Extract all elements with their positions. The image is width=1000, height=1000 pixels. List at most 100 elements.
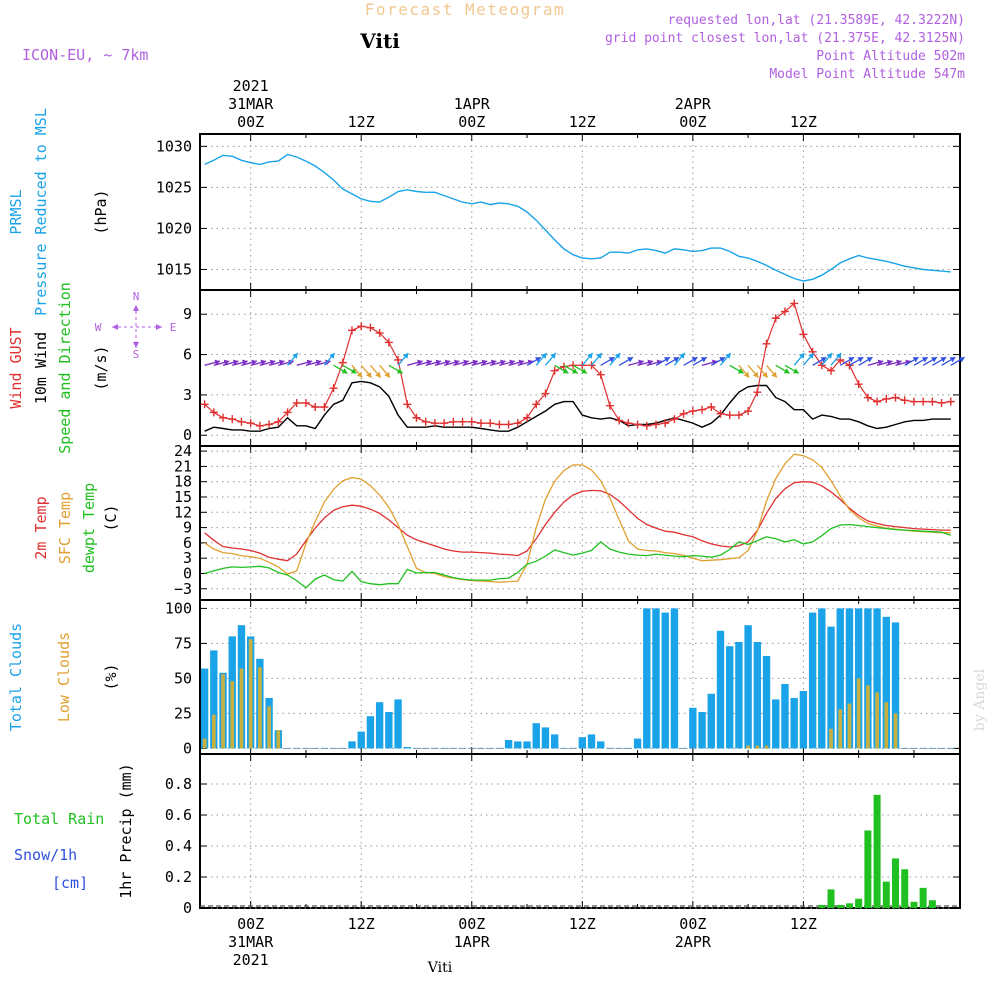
wind-direction-arrow <box>876 359 893 366</box>
wind-gust-marker <box>762 339 771 348</box>
wind-direction-arrow <box>600 356 615 366</box>
wind-direction-arrow <box>655 356 671 366</box>
y-tick-label: 6 <box>183 534 192 552</box>
rain-bar <box>827 889 835 908</box>
time-label-bottom: 1APR <box>454 933 491 951</box>
wind-direction-arrow <box>766 364 778 378</box>
wind-gust-marker <box>421 417 430 426</box>
wind-arrow-head <box>949 357 956 363</box>
time-label-top: 1APR <box>454 95 491 113</box>
wind-direction-arrow <box>867 359 884 366</box>
wind-gust-marker <box>467 417 476 426</box>
wind-arrow-head <box>292 353 298 359</box>
wind-direction-arrow <box>388 364 404 374</box>
model-altitude: Model Point Altitude 547m <box>769 67 965 82</box>
low-cloud-bar <box>829 728 833 749</box>
total-cloud-bar <box>726 646 734 749</box>
wind-arrow-head <box>581 368 587 374</box>
wind-speed-line <box>204 380 951 432</box>
wind-arrow-head <box>350 368 357 374</box>
wind-direction-arrow <box>342 364 357 374</box>
wind-arrow-head <box>426 359 432 366</box>
time-label-bottom: 12Z <box>348 915 375 933</box>
wind-arrow-head <box>762 371 768 378</box>
wind-arrow-head <box>725 353 731 359</box>
wind-gust-marker <box>873 397 882 406</box>
wind-gust-marker <box>882 394 891 403</box>
rain-bar <box>910 901 918 908</box>
wind-arrow-head <box>608 357 615 363</box>
wind-gust-marker <box>633 420 642 429</box>
time-label-bottom: 2021 <box>233 951 269 969</box>
low-cloud-bar <box>755 745 760 749</box>
rain-bar <box>864 830 872 908</box>
pressure-label: PRMSL <box>7 189 25 234</box>
y-tick-label: 1030 <box>156 137 192 155</box>
wind-arrow-head <box>673 357 680 363</box>
wind-direction-arrow <box>250 359 267 366</box>
wind-arrow-head <box>463 359 469 366</box>
wind-gust-marker <box>569 361 578 370</box>
wind-arrow-head <box>260 359 267 366</box>
y-tick-label: 3 <box>183 386 192 404</box>
wind-arrow-head <box>958 357 965 363</box>
y-tick-label: 9 <box>183 305 192 323</box>
wind-arrow-head <box>444 359 451 366</box>
wind-direction-arrow <box>609 352 621 366</box>
wind-direction-arrow <box>729 364 744 374</box>
clouds-unit: (%) <box>102 663 120 690</box>
wind-arrow-head <box>365 371 372 378</box>
wind-arrow-head <box>541 353 547 359</box>
wind-arrow-head <box>315 359 322 366</box>
wind-gust-marker <box>928 397 937 406</box>
wind-gust-marker <box>780 307 789 316</box>
wind-arrow-head <box>752 371 759 378</box>
wind-direction-arrow <box>664 356 680 366</box>
low-cloud-bar <box>764 745 769 749</box>
total-cloud-bar <box>541 727 550 749</box>
wind-arrow-head <box>306 359 313 366</box>
total-cloud-bar <box>670 608 679 749</box>
wind-arrow-head <box>435 359 442 366</box>
wind-gust-marker <box>799 330 808 339</box>
total-rain-label: Total Rain <box>14 810 104 828</box>
wind-gust-label: Wind GUST <box>7 327 25 408</box>
total-cloud-bar <box>864 608 872 749</box>
location-title: Viti <box>359 29 400 53</box>
y-tick-label: 1025 <box>156 178 192 196</box>
low-cloud-bar <box>893 713 898 749</box>
wind-gust-marker <box>357 322 366 331</box>
time-label-top: 12Z <box>348 113 375 131</box>
wind-gust-marker <box>412 413 421 422</box>
precip-axis-label: 1hr Precip (mm) <box>117 763 135 898</box>
total-cloud-bar <box>210 650 218 749</box>
time-label-top: 31MAR <box>228 95 274 113</box>
wind-arrow-head <box>866 357 873 363</box>
wind-arrow-head <box>771 371 777 378</box>
wind-arrow-head <box>857 357 864 363</box>
wind-direction-arrow <box>591 352 603 366</box>
wind-gust-marker <box>200 400 209 409</box>
time-label-top: 00Z <box>458 113 485 131</box>
wind-arrow-head <box>214 359 221 366</box>
low-cloud-bar <box>276 730 281 749</box>
wind-direction-arrow <box>563 364 579 374</box>
rain-bar <box>836 904 844 908</box>
wind-panel: 0 3 6 9 Wind GUST 10m Wind Speed and Direction… <box>7 282 965 454</box>
compass-west: W <box>95 321 102 334</box>
wind-gust-marker <box>532 400 541 409</box>
wind-arrow-head <box>896 359 902 366</box>
wind-arrow-head <box>472 359 479 366</box>
wind-gust-marker <box>790 299 799 308</box>
wind-gust-marker <box>486 419 495 428</box>
wind-arrow-head <box>912 357 919 363</box>
wind-arrow-head <box>587 353 593 359</box>
wind-arrow-head <box>798 353 805 359</box>
pressure-label: Pressure Reduced to MSL <box>32 108 50 316</box>
wind-gust-marker <box>827 366 836 375</box>
wind-gust-marker <box>283 408 292 417</box>
temperature-line <box>204 523 952 589</box>
wind-gust-marker <box>255 421 264 430</box>
wind-gust-marker <box>274 417 283 426</box>
